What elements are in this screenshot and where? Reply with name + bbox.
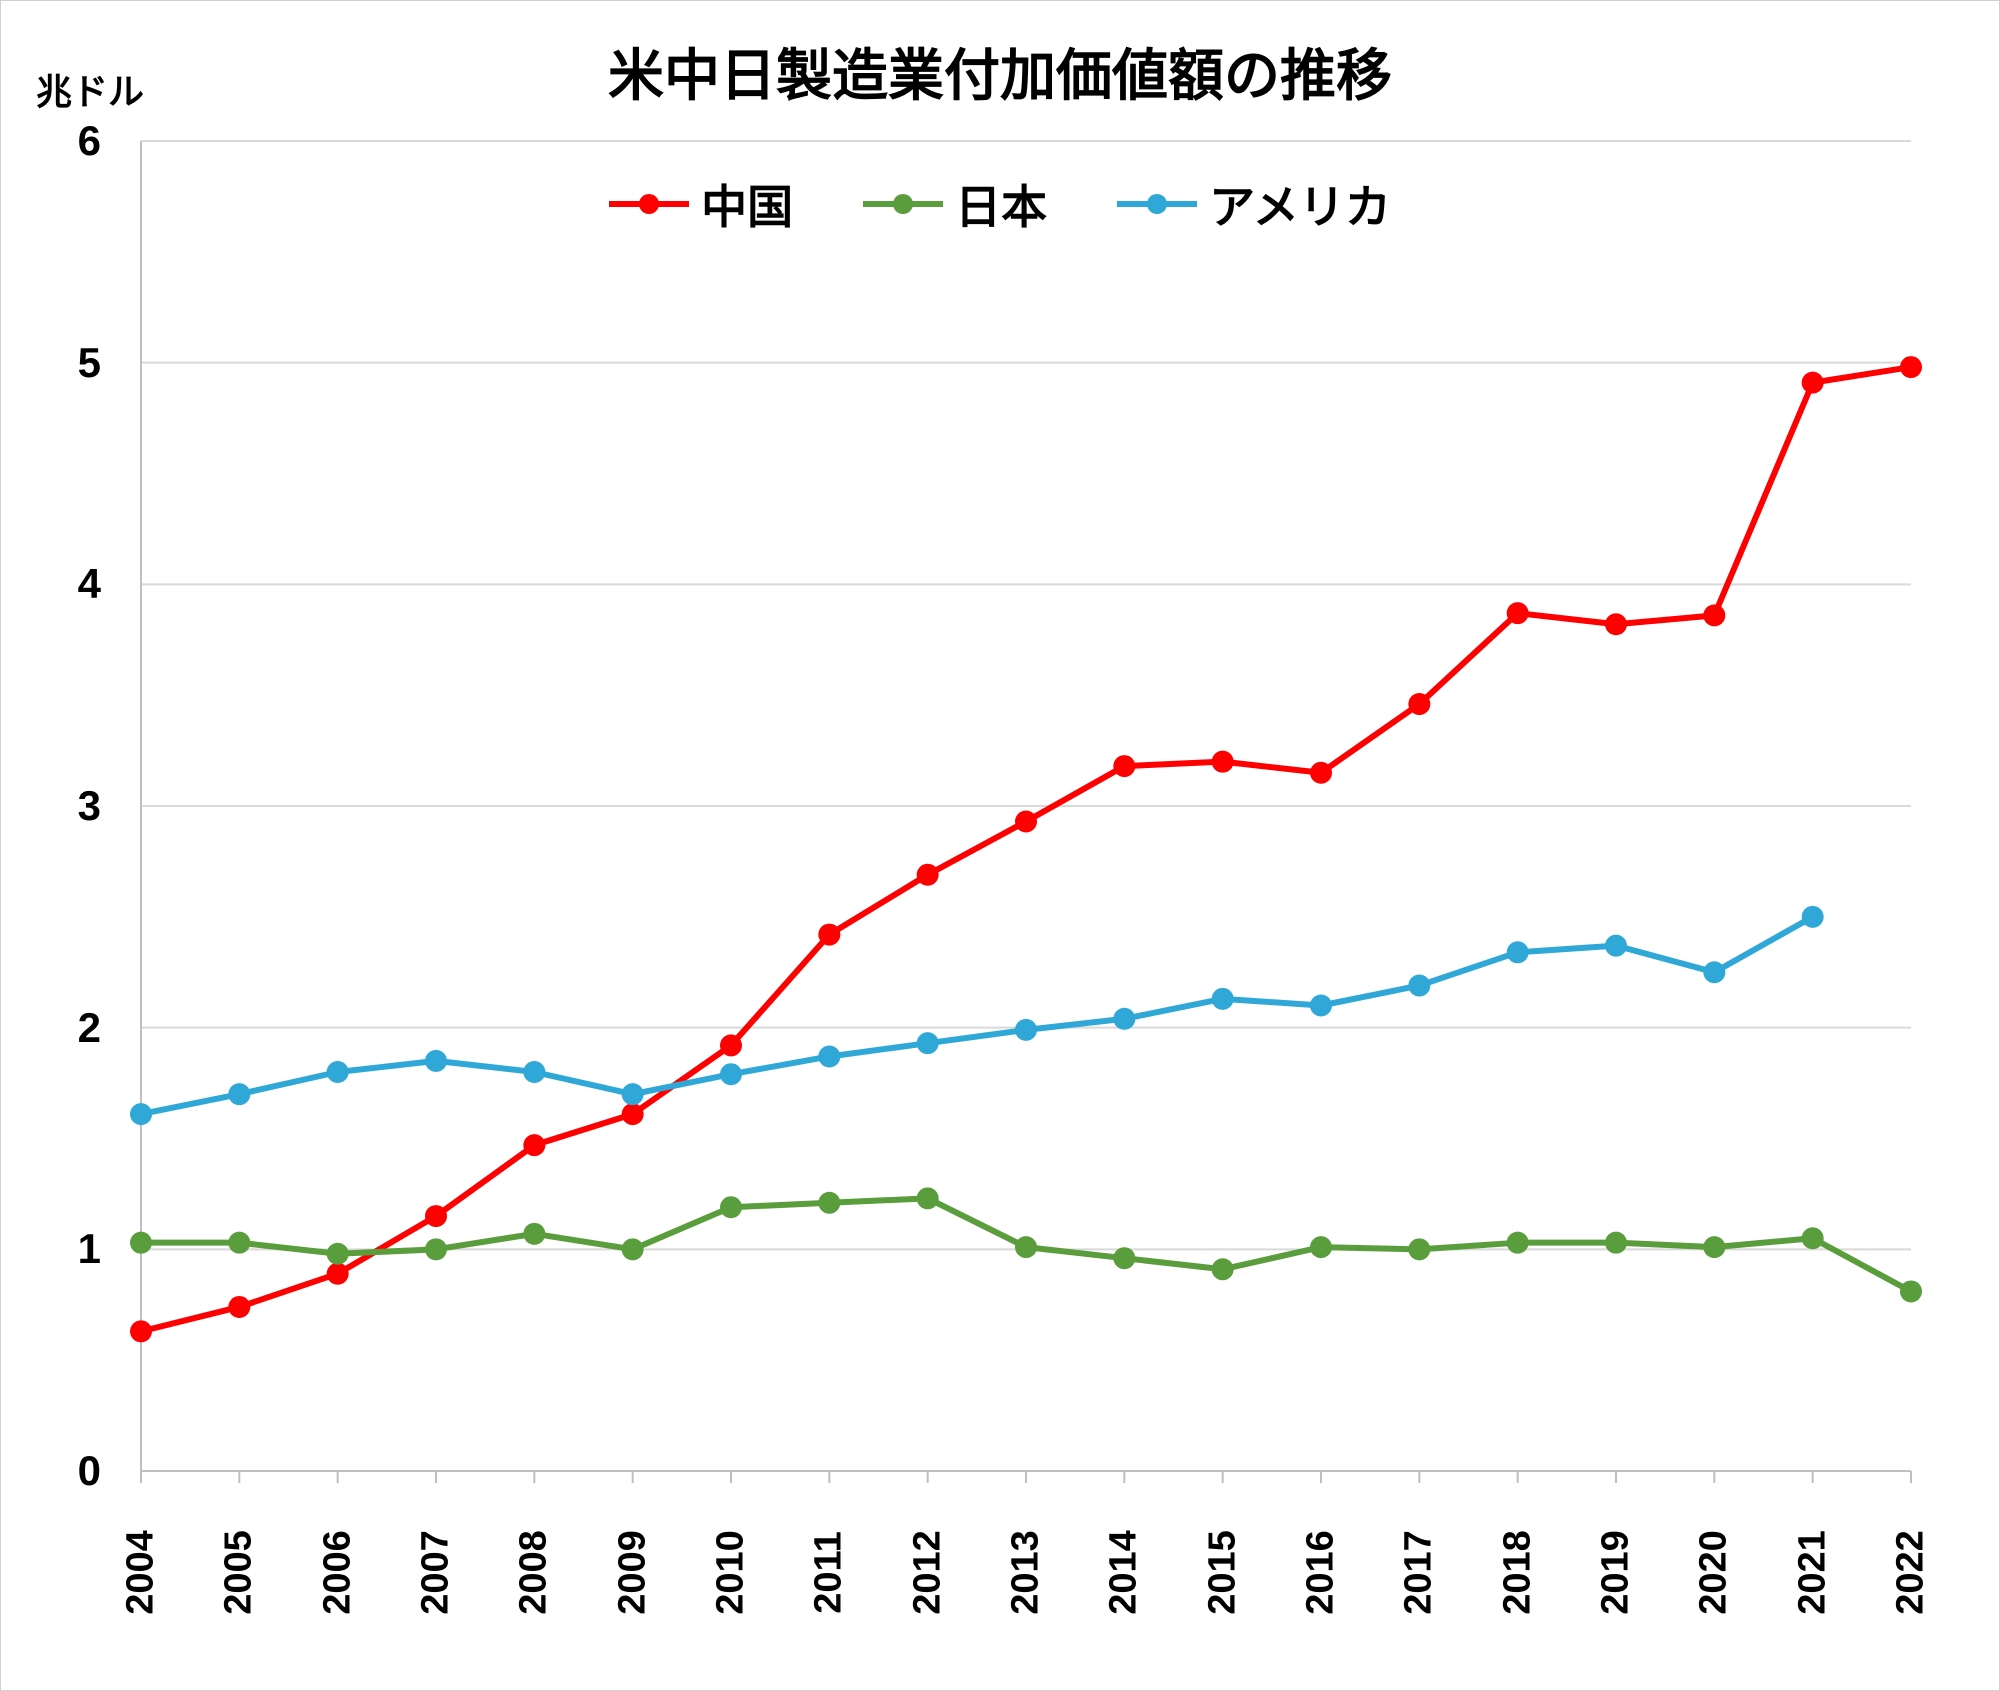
series-marker [917, 864, 939, 886]
series-marker [1507, 1232, 1529, 1254]
series-marker [228, 1083, 250, 1105]
series-marker [1507, 941, 1529, 963]
x-tick-label: 2021 [1791, 1523, 1834, 1623]
x-tick-label: 2016 [1300, 1523, 1343, 1623]
x-tick-label: 2010 [710, 1523, 753, 1623]
series-marker [327, 1243, 349, 1265]
plot-area [121, 121, 1951, 1501]
series-marker [1703, 961, 1725, 983]
series-marker [1015, 811, 1037, 833]
y-tick-label: 6 [21, 117, 101, 165]
series-marker [1310, 1236, 1332, 1258]
series-marker [622, 1103, 644, 1125]
series-marker [720, 1034, 742, 1056]
x-tick-label: 2013 [1005, 1523, 1048, 1623]
x-tick-label: 2004 [120, 1523, 163, 1623]
series-marker [425, 1238, 447, 1260]
series-marker [1408, 1238, 1430, 1260]
series-marker [523, 1223, 545, 1245]
series-marker [818, 924, 840, 946]
y-tick-label: 4 [21, 560, 101, 608]
x-tick-label: 2014 [1103, 1523, 1146, 1623]
series-marker [720, 1063, 742, 1085]
y-tick-label: 0 [21, 1447, 101, 1495]
series-marker [1310, 762, 1332, 784]
series-marker [1605, 1232, 1627, 1254]
x-tick-label: 2018 [1496, 1523, 1539, 1623]
y-tick-label: 2 [21, 1004, 101, 1052]
series-marker [1113, 1008, 1135, 1030]
series-marker [917, 1032, 939, 1054]
y-tick-label: 5 [21, 339, 101, 387]
x-tick-label: 2007 [415, 1523, 458, 1623]
series-marker [228, 1232, 250, 1254]
series-marker [622, 1083, 644, 1105]
x-tick-label: 2012 [906, 1523, 949, 1623]
series-marker [1802, 906, 1824, 928]
series-marker [130, 1232, 152, 1254]
x-tick-label: 2011 [808, 1523, 851, 1623]
series-marker [1408, 693, 1430, 715]
series-marker [425, 1050, 447, 1072]
series-marker [1802, 372, 1824, 394]
series-line [141, 917, 1813, 1114]
plot-svg [121, 121, 1951, 1501]
series-marker [1703, 1236, 1725, 1258]
series-marker [1113, 1247, 1135, 1269]
series-marker [720, 1196, 742, 1218]
x-tick-label: 2006 [316, 1523, 359, 1623]
series-marker [1605, 613, 1627, 635]
y-tick-label: 3 [21, 782, 101, 830]
series-marker [622, 1238, 644, 1260]
series-marker [1310, 995, 1332, 1017]
series-marker [1015, 1019, 1037, 1041]
series-marker [523, 1061, 545, 1083]
x-tick-label: 2020 [1693, 1523, 1736, 1623]
series-line [141, 367, 1911, 1331]
series-marker [1703, 604, 1725, 626]
x-tick-label: 2009 [611, 1523, 654, 1623]
series-marker [818, 1045, 840, 1067]
x-tick-label: 2017 [1398, 1523, 1441, 1623]
x-tick-label: 2015 [1201, 1523, 1244, 1623]
series-marker [1212, 751, 1234, 773]
series-marker [523, 1134, 545, 1156]
series-marker [130, 1103, 152, 1125]
series-marker [818, 1192, 840, 1214]
series-marker [327, 1061, 349, 1083]
series-marker [1113, 755, 1135, 777]
series-marker [1212, 988, 1234, 1010]
series-marker [425, 1205, 447, 1227]
y-tick-label: 1 [21, 1225, 101, 1273]
chart-container: 米中日製造業付加価値額の推移 兆ドル 中国日本アメリカ 012345620042… [0, 0, 2000, 1691]
x-tick-label: 2022 [1890, 1523, 1933, 1623]
series-marker [327, 1263, 349, 1285]
chart-title: 米中日製造業付加価値額の推移 [1, 31, 1999, 112]
series-marker [1900, 1280, 1922, 1302]
x-tick-label: 2005 [218, 1523, 261, 1623]
series-marker [917, 1187, 939, 1209]
series-marker [1212, 1258, 1234, 1280]
series-marker [1900, 356, 1922, 378]
series-marker [1507, 602, 1529, 624]
series-marker [1605, 935, 1627, 957]
x-tick-label: 2008 [513, 1523, 556, 1623]
y-axis-unit-label: 兆ドル [36, 63, 144, 115]
series-marker [1408, 975, 1430, 997]
series-marker [130, 1320, 152, 1342]
series-marker [1015, 1236, 1037, 1258]
x-tick-label: 2019 [1595, 1523, 1638, 1623]
series-marker [1802, 1227, 1824, 1249]
series-marker [228, 1296, 250, 1318]
